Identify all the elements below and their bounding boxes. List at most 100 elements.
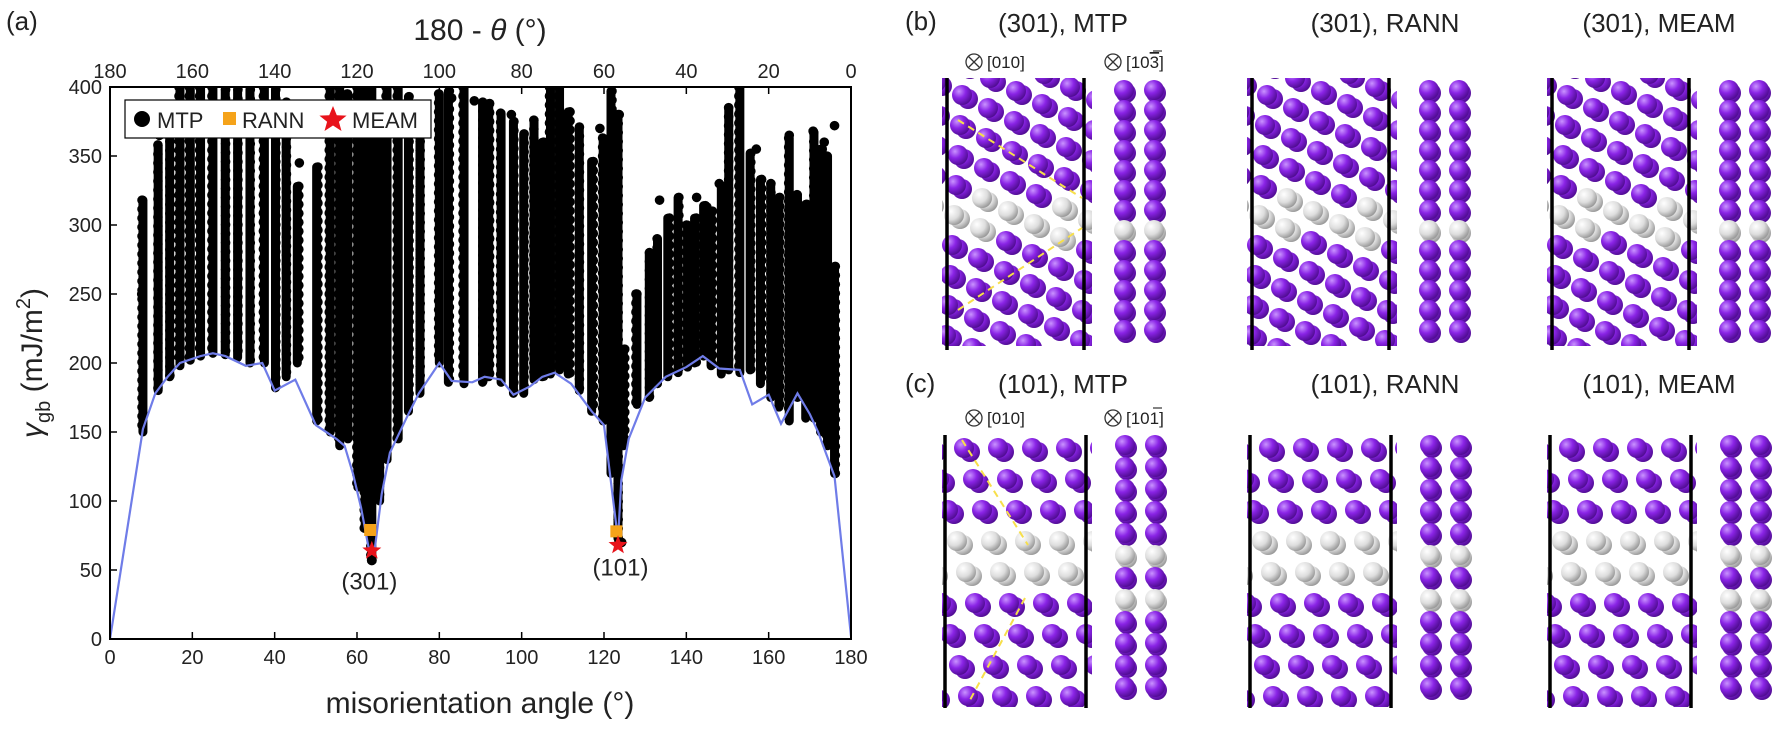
mtp-point bbox=[381, 199, 391, 209]
mtp-point bbox=[313, 243, 323, 253]
bulk-atom bbox=[1247, 690, 1249, 702]
mtp-point bbox=[165, 343, 175, 354]
bulk-atom bbox=[1114, 140, 1134, 160]
mtp-point bbox=[484, 134, 495, 145]
mtp-point bbox=[544, 208, 555, 218]
mtp-point bbox=[352, 208, 362, 218]
mtp-point bbox=[830, 306, 841, 317]
gb-atom bbox=[1098, 566, 1118, 586]
mtp-point bbox=[509, 224, 519, 235]
mtp-point bbox=[174, 190, 184, 200]
bulk-atom bbox=[1347, 347, 1367, 367]
mtp-point bbox=[484, 170, 495, 181]
mtp-point bbox=[529, 313, 539, 323]
mtp-point bbox=[664, 357, 675, 367]
gb-atom bbox=[1586, 531, 1606, 551]
mtp-point bbox=[597, 214, 608, 224]
mtp-point bbox=[484, 305, 495, 316]
mtp-point bbox=[444, 320, 455, 330]
bulk-atom bbox=[1263, 686, 1283, 706]
bulk-atom bbox=[1058, 107, 1078, 127]
bulk-atom bbox=[1719, 320, 1739, 340]
mtp-point bbox=[766, 232, 776, 243]
mtp-point bbox=[544, 145, 555, 155]
mtp-point bbox=[495, 297, 506, 308]
mtp-point bbox=[258, 217, 269, 227]
bulk-atom bbox=[1450, 655, 1470, 675]
mtp-point bbox=[565, 323, 575, 333]
mtp-point bbox=[194, 181, 205, 191]
mtp-point bbox=[366, 199, 376, 209]
bulk-atom bbox=[1749, 320, 1769, 340]
mtp-point bbox=[652, 333, 662, 343]
mtp-point bbox=[613, 163, 623, 174]
mtp-point bbox=[165, 145, 175, 156]
bulk-atom bbox=[1309, 111, 1329, 131]
bulk-atom bbox=[1279, 624, 1299, 644]
mtp-point bbox=[313, 252, 323, 262]
mtp-point bbox=[184, 298, 195, 308]
mtp-point bbox=[495, 216, 506, 227]
bulk-atom bbox=[1299, 261, 1319, 281]
bulk-atom bbox=[1720, 435, 1740, 455]
mtp-point bbox=[681, 337, 692, 347]
mtp-point bbox=[137, 366, 147, 376]
mtp-point bbox=[723, 327, 734, 338]
mtp-point bbox=[174, 280, 184, 290]
mtp-point bbox=[342, 89, 353, 99]
mtp-point bbox=[766, 223, 776, 234]
mtp-point bbox=[342, 350, 353, 360]
mtp-point bbox=[137, 204, 147, 214]
mtp-point bbox=[258, 91, 269, 101]
mtp-point bbox=[756, 228, 767, 239]
mtp-point bbox=[207, 87, 217, 92]
mtp-column bbox=[366, 87, 377, 564]
bulk-atom bbox=[942, 78, 946, 90]
mtp-point bbox=[691, 276, 702, 286]
mtp-point bbox=[194, 280, 205, 290]
mtp-point bbox=[802, 262, 812, 273]
mtp-point bbox=[631, 397, 641, 407]
gb-atom bbox=[1629, 562, 1649, 582]
bulk-atom bbox=[1026, 686, 1046, 706]
mtp-point bbox=[484, 260, 495, 271]
mtp-point bbox=[597, 169, 608, 179]
mtp-point bbox=[153, 257, 163, 267]
mtp-point bbox=[359, 325, 370, 335]
mtp-point bbox=[681, 355, 692, 365]
mtp-point bbox=[783, 313, 794, 323]
mtp-point bbox=[734, 343, 744, 353]
gb-atom bbox=[1655, 227, 1675, 247]
mtp-point bbox=[588, 165, 599, 176]
mtp-point bbox=[271, 138, 281, 149]
bulk-atom bbox=[1114, 260, 1134, 280]
bulk-atom bbox=[1419, 80, 1439, 100]
mtp-point bbox=[444, 140, 455, 150]
mtp-point bbox=[258, 334, 269, 344]
mtp-point bbox=[271, 291, 281, 302]
mtp-column bbox=[821, 151, 833, 451]
mtp-point bbox=[404, 208, 414, 219]
mtp-point bbox=[220, 255, 231, 266]
mtp-column bbox=[563, 107, 575, 379]
mtp-point bbox=[184, 154, 195, 164]
mtp-point bbox=[681, 256, 692, 266]
mtp-point bbox=[565, 188, 575, 198]
mtp-point bbox=[313, 162, 323, 172]
y-tick-label: 50 bbox=[80, 560, 102, 582]
bulk-atom bbox=[963, 469, 983, 489]
mtp-point bbox=[495, 117, 506, 128]
bulk-atom bbox=[1720, 501, 1740, 521]
mtp-point bbox=[333, 244, 344, 254]
mtp-point bbox=[174, 163, 184, 173]
mtp-point bbox=[392, 415, 402, 425]
bulk-atom bbox=[1563, 686, 1583, 706]
mtp-point bbox=[444, 266, 455, 276]
bulk-atom bbox=[1144, 120, 1164, 140]
bulk-atom bbox=[1588, 655, 1608, 675]
mtp-point bbox=[674, 219, 684, 230]
mtp-column bbox=[681, 220, 693, 372]
mtp-point bbox=[613, 316, 623, 327]
mtp-point bbox=[271, 273, 281, 284]
mtp-point bbox=[509, 125, 519, 136]
